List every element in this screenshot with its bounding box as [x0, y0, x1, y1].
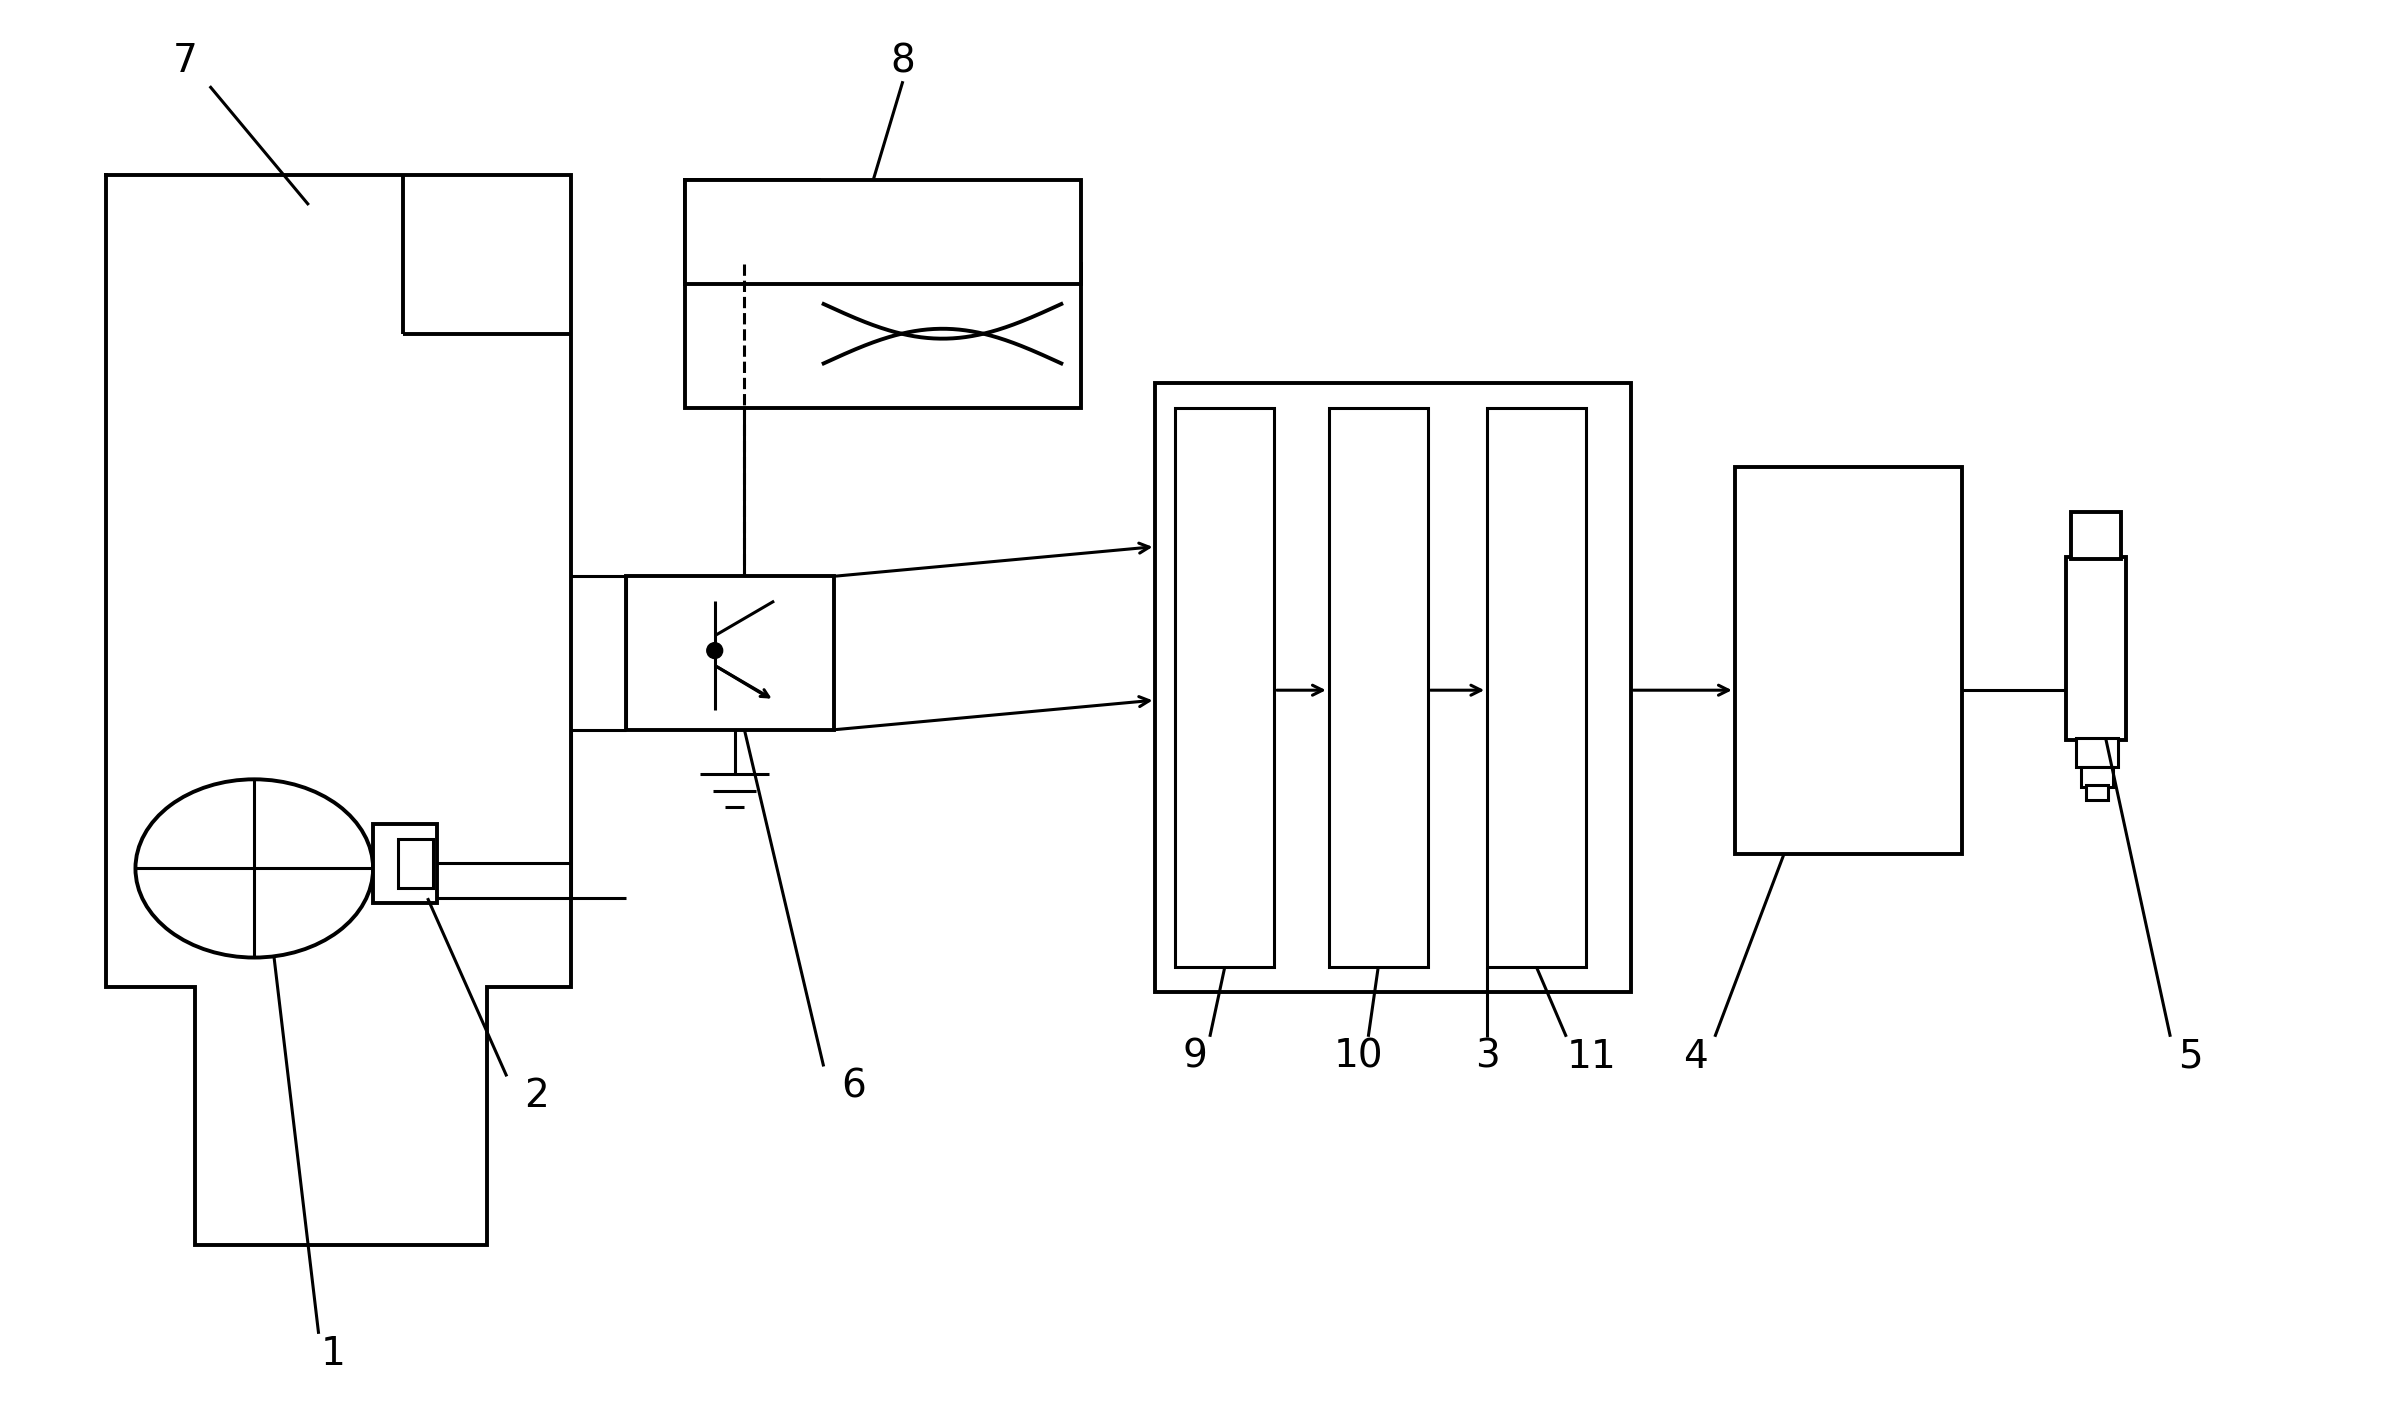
- Text: 1: 1: [322, 1335, 346, 1373]
- Bar: [685, 180, 819, 284]
- Bar: [2086, 785, 2108, 799]
- Circle shape: [707, 643, 723, 659]
- Bar: [2077, 738, 2117, 767]
- Ellipse shape: [136, 780, 372, 957]
- Bar: [1735, 467, 1962, 853]
- Text: 10: 10: [1334, 1038, 1382, 1075]
- Text: 8: 8: [890, 43, 914, 81]
- Bar: [1155, 383, 1630, 993]
- Bar: [685, 264, 1081, 408]
- Text: 3: 3: [1475, 1038, 1499, 1075]
- Text: 6: 6: [840, 1068, 866, 1105]
- Text: 5: 5: [2177, 1038, 2203, 1075]
- Bar: [2067, 557, 2127, 740]
- Bar: [1174, 408, 1275, 967]
- Bar: [372, 824, 437, 903]
- Text: 2: 2: [525, 1078, 549, 1115]
- Bar: [399, 839, 432, 889]
- Text: 7: 7: [172, 43, 198, 81]
- Text: 9: 9: [1182, 1038, 1208, 1075]
- Bar: [1330, 408, 1427, 967]
- Bar: [2072, 513, 2120, 559]
- Text: 4: 4: [1683, 1038, 1707, 1075]
- Text: 11: 11: [1566, 1038, 1616, 1075]
- Bar: [685, 180, 1081, 284]
- Bar: [2081, 767, 2112, 787]
- Bar: [625, 577, 833, 730]
- Bar: [1487, 408, 1585, 967]
